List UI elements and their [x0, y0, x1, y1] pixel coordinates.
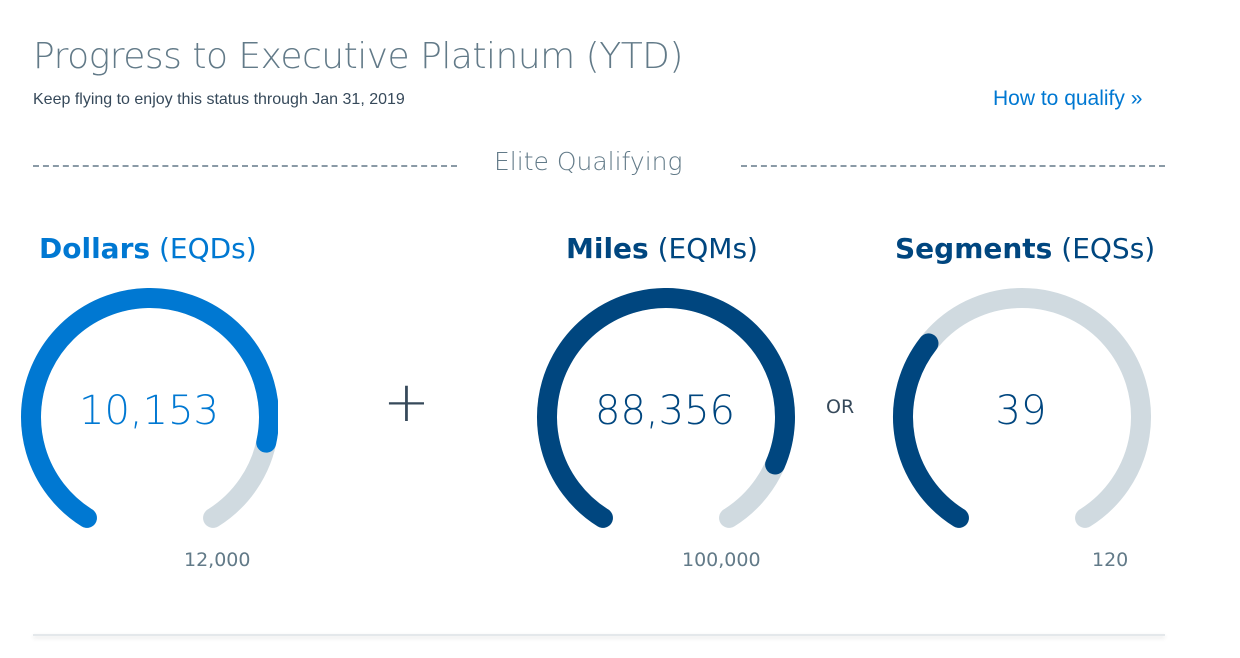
miles-title: Miles — [566, 232, 649, 265]
miles-abbr: (EQMs) — [657, 232, 758, 265]
segments-title: Segments — [895, 232, 1053, 265]
status-subtitle: Keep flying to enjoy this status through… — [33, 91, 405, 108]
miles-max: 100,000 — [682, 549, 761, 571]
segments-label: Segments (EQSs) — [895, 232, 1155, 265]
bottom-divider — [33, 634, 1165, 636]
plus-operator: + — [383, 370, 430, 435]
dollars-abbr: (EQDs) — [158, 232, 257, 265]
segments-gauge-progress — [893, 333, 969, 528]
section-label: Elite Qualifying — [494, 147, 683, 176]
segments-max: 120 — [1092, 549, 1129, 571]
dollars-max: 12,000 — [184, 549, 251, 571]
miles-label: Miles (EQMs) — [566, 232, 758, 265]
dollars-value: 10,153 — [79, 388, 219, 434]
dollars-gauge: 10,153 — [20, 288, 278, 538]
segments-gauge: 39 — [892, 288, 1152, 538]
page-title: Progress to Executive Platinum (YTD) — [33, 36, 683, 77]
miles-value: 88,356 — [595, 388, 735, 434]
or-operator: OR — [826, 396, 855, 418]
segments-abbr: (EQSs) — [1061, 232, 1156, 265]
divider-right — [741, 165, 1165, 167]
dollars-gauge-progress — [21, 288, 278, 528]
how-to-qualify-link[interactable]: How to qualify » — [993, 87, 1143, 110]
dollars-label: Dollars (EQDs) — [39, 232, 257, 265]
segments-value: 39 — [995, 388, 1047, 434]
dollars-title: Dollars — [39, 232, 151, 265]
miles-gauge: 88,356 — [536, 288, 797, 538]
divider-left — [33, 165, 457, 167]
miles-gauge-progress — [537, 288, 795, 528]
